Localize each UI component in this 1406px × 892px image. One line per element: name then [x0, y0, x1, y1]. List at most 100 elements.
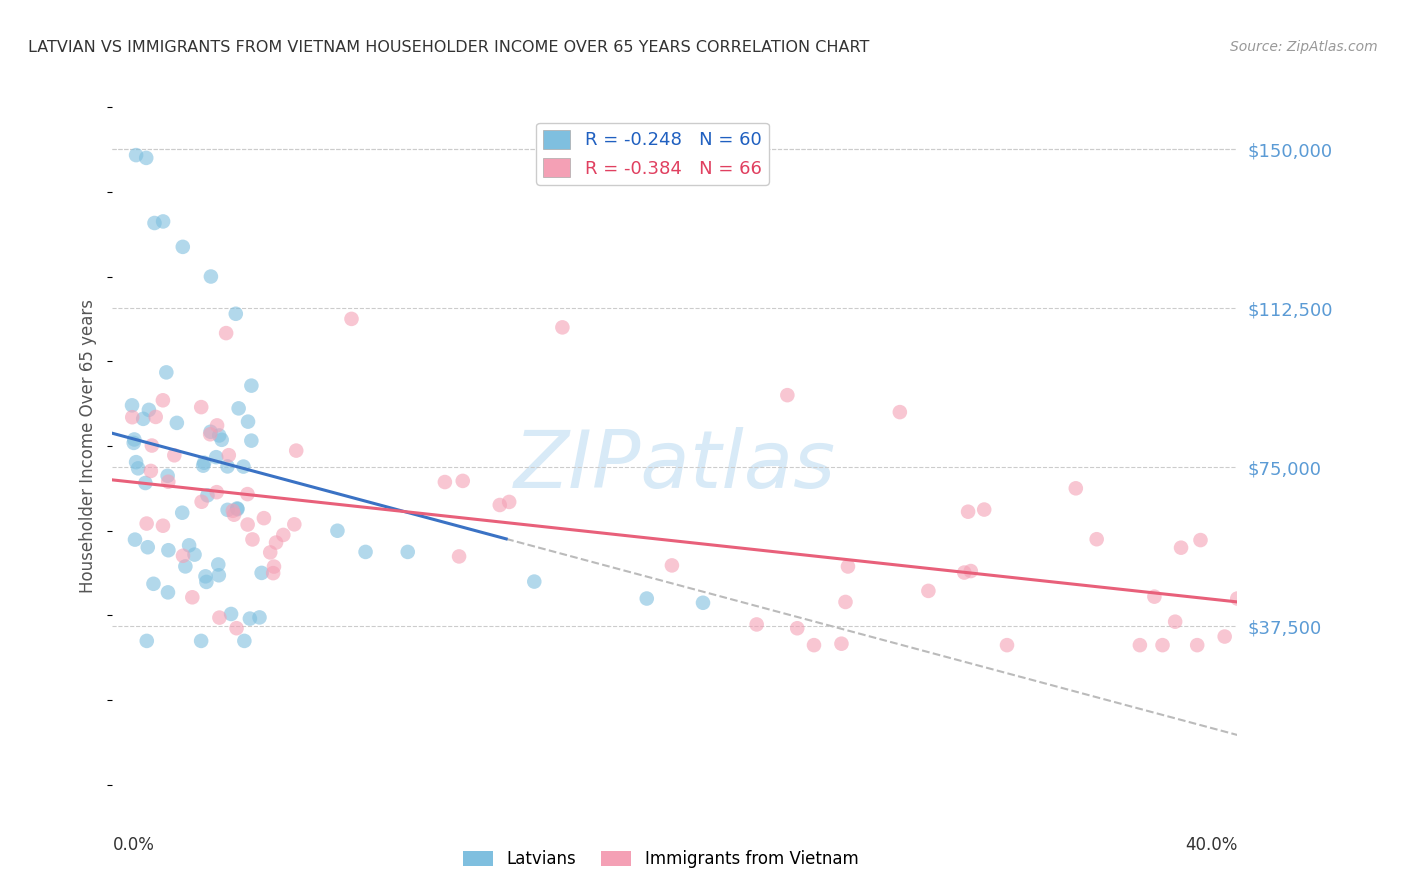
- Point: [264, 535, 287, 549]
- Point: [803, 638, 825, 652]
- Point: [973, 502, 995, 516]
- Point: [156, 585, 179, 599]
- Point: [142, 576, 165, 591]
- Point: [285, 443, 308, 458]
- Point: [240, 378, 263, 392]
- Point: [152, 518, 174, 533]
- Point: [218, 448, 240, 462]
- Point: [661, 558, 683, 573]
- Point: [225, 621, 247, 635]
- Point: [127, 461, 149, 475]
- Point: [200, 269, 222, 284]
- Point: [253, 511, 276, 525]
- Point: [236, 517, 259, 532]
- Point: [262, 566, 284, 581]
- Point: [152, 393, 174, 408]
- Point: [1143, 590, 1166, 604]
- Point: [242, 533, 264, 547]
- Point: [957, 505, 980, 519]
- Point: [776, 388, 799, 402]
- Point: [172, 240, 194, 254]
- Point: [1129, 638, 1152, 652]
- Point: [177, 538, 200, 552]
- Point: [172, 549, 194, 563]
- Point: [1189, 533, 1212, 547]
- Point: [135, 516, 157, 531]
- Point: [889, 405, 911, 419]
- Point: [228, 401, 250, 416]
- Point: [200, 425, 222, 439]
- Point: [163, 448, 186, 462]
- Point: [139, 464, 162, 478]
- Point: [183, 548, 205, 562]
- Point: [498, 495, 520, 509]
- Point: [551, 320, 574, 334]
- Legend: R = -0.248   N = 60, R = -0.384   N = 66: R = -0.248 N = 60, R = -0.384 N = 66: [536, 123, 769, 185]
- Point: [1085, 532, 1108, 546]
- Point: [451, 474, 474, 488]
- Y-axis label: Householder Income Over 65 years: Householder Income Over 65 years: [79, 299, 97, 593]
- Point: [135, 151, 157, 165]
- Text: 40.0%: 40.0%: [1185, 836, 1237, 854]
- Point: [636, 591, 658, 606]
- Point: [198, 427, 221, 442]
- Point: [219, 607, 242, 621]
- Point: [217, 503, 239, 517]
- Point: [166, 416, 188, 430]
- Point: [995, 638, 1018, 652]
- Point: [263, 559, 285, 574]
- Point: [396, 545, 419, 559]
- Point: [194, 569, 217, 583]
- Point: [197, 488, 219, 502]
- Point: [226, 501, 249, 516]
- Point: [226, 502, 249, 516]
- Point: [953, 566, 976, 580]
- Point: [157, 475, 180, 489]
- Point: [191, 458, 214, 473]
- Point: [236, 415, 259, 429]
- Point: [124, 433, 146, 447]
- Point: [211, 433, 233, 447]
- Point: [208, 568, 231, 582]
- Point: [172, 506, 194, 520]
- Point: [1170, 541, 1192, 555]
- Point: [125, 148, 148, 162]
- Point: [121, 398, 143, 412]
- Point: [205, 450, 228, 465]
- Point: [239, 612, 262, 626]
- Point: [240, 434, 263, 448]
- Point: [225, 307, 247, 321]
- Point: [1164, 615, 1187, 629]
- Point: [121, 410, 143, 425]
- Point: [157, 543, 180, 558]
- Point: [433, 475, 456, 489]
- Point: [134, 475, 156, 490]
- Text: Source: ZipAtlas.com: Source: ZipAtlas.com: [1230, 40, 1378, 54]
- Point: [135, 633, 157, 648]
- Point: [190, 633, 212, 648]
- Point: [143, 216, 166, 230]
- Point: [1185, 638, 1208, 652]
- Point: [193, 456, 215, 470]
- Point: [125, 455, 148, 469]
- Point: [259, 545, 281, 559]
- Point: [488, 498, 510, 512]
- Point: [786, 621, 808, 635]
- Point: [250, 566, 273, 580]
- Point: [340, 312, 363, 326]
- Point: [138, 402, 160, 417]
- Legend: Latvians, Immigrants from Vietnam: Latvians, Immigrants from Vietnam: [457, 844, 865, 875]
- Point: [141, 438, 163, 452]
- Point: [354, 545, 377, 559]
- Point: [190, 400, 212, 414]
- Point: [1213, 630, 1236, 644]
- Point: [132, 412, 155, 426]
- Point: [326, 524, 349, 538]
- Text: ZIPatlas: ZIPatlas: [513, 427, 837, 506]
- Point: [205, 485, 228, 500]
- Point: [837, 559, 859, 574]
- Point: [959, 564, 981, 578]
- Point: [190, 495, 212, 509]
- Point: [207, 558, 229, 572]
- Point: [236, 487, 259, 501]
